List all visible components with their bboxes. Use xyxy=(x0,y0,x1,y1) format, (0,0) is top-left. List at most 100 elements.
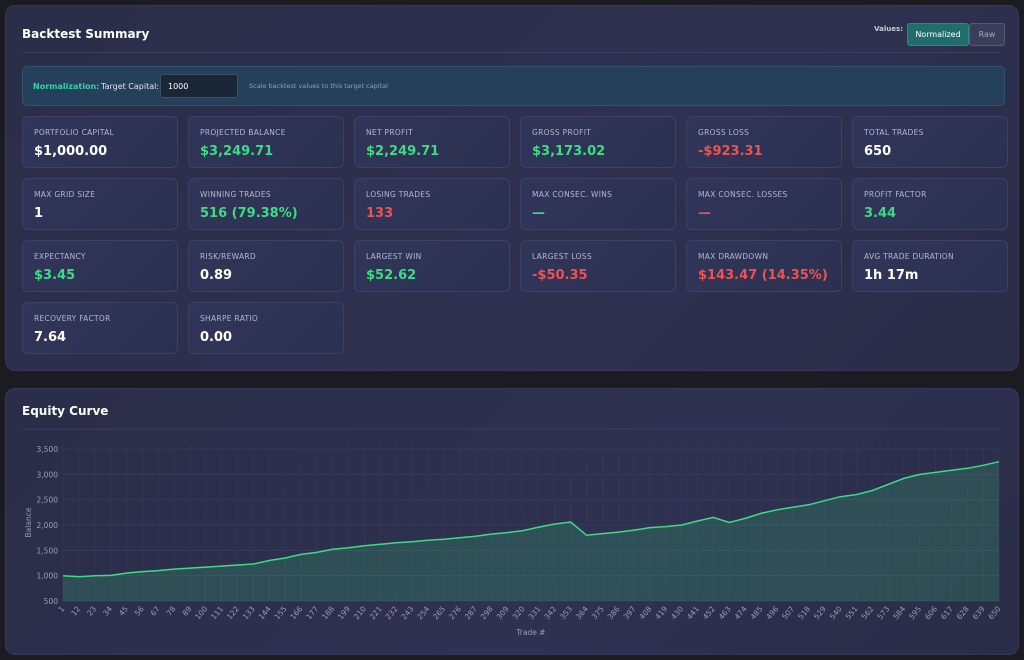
stat-label: MAX CONSEC. LOSSES xyxy=(698,190,788,199)
stat-value: 1h 17m xyxy=(864,268,919,283)
stat-value: $1,000.00 xyxy=(34,144,108,159)
x-tick-label: 573 xyxy=(875,604,891,621)
x-tick-label: 408 xyxy=(637,604,653,621)
x-tick-label: 45 xyxy=(117,604,130,617)
x-tick-label: 232 xyxy=(384,604,400,621)
x-tick-label: 529 xyxy=(812,604,828,621)
x-tick-label: 353 xyxy=(558,604,574,621)
x-tick-label: 210 xyxy=(352,604,368,621)
x-tick-label: 386 xyxy=(606,604,622,621)
stat-value: $3,173.02 xyxy=(532,144,606,159)
chart-title: Equity Curve xyxy=(22,404,108,418)
stat-card: LARGEST LOSS -$50.35 xyxy=(520,240,676,292)
values-label: Values: xyxy=(874,25,903,33)
x-tick-label: 551 xyxy=(844,604,860,621)
stat-card: NET PROFIT $2,249.71 xyxy=(354,116,510,168)
x-tick-label: 122 xyxy=(225,604,241,621)
stat-label: RISK/REWARD xyxy=(200,252,257,261)
x-tick-label: 188 xyxy=(320,604,336,621)
stat-card: TOTAL TRADES 650 xyxy=(852,116,1008,168)
stat-card: LOSING TRADES 133 xyxy=(354,178,510,230)
x-tick-label: 617 xyxy=(939,604,955,621)
chart-card: Equity Curve 500 1,000 1,500 2,000 2,500 3,00… xyxy=(5,388,1019,655)
x-tick-label: 89 xyxy=(180,604,193,617)
stat-card: RISK/REWARD 0.89 xyxy=(188,240,344,292)
x-tick-label: 595 xyxy=(907,604,923,621)
stat-label: MAX DRAWDOWN xyxy=(698,252,769,261)
stat-card: MAX CONSEC. LOSSES — xyxy=(686,178,842,230)
x-tick-label: 1 xyxy=(57,604,67,614)
stat-label: MAX CONSEC. WINS xyxy=(532,190,613,199)
stat-value: $2,249.71 xyxy=(366,144,440,159)
stat-card: RECOVERY FACTOR 7.64 xyxy=(22,302,178,354)
x-tick-label: 298 xyxy=(479,604,495,621)
stat-value: 516 (79.38%) xyxy=(200,206,298,221)
stat-value: 650 xyxy=(864,144,892,159)
x-tick-label: 287 xyxy=(463,604,479,621)
stat-label: AVG TRADE DURATION xyxy=(864,252,954,261)
y-axis-label: Balance xyxy=(24,507,33,537)
x-tick-label: 606 xyxy=(923,604,939,621)
stat-label: PROFIT FACTOR xyxy=(864,190,927,199)
x-tick-label: 496 xyxy=(764,604,780,621)
x-tick-label: 144 xyxy=(257,604,273,621)
normalization-bar: Normalization: Target Capital: 1000 Scal… xyxy=(22,66,1005,106)
x-tick-label: 155 xyxy=(273,604,289,621)
y-tick-label: 500 xyxy=(44,597,59,606)
stat-label: RECOVERY FACTOR xyxy=(34,314,111,323)
x-tick-label: 397 xyxy=(622,604,638,621)
stat-value: $143.47 (14.35%) xyxy=(698,268,828,283)
stat-card: GROSS PROFIT $3,173.02 xyxy=(520,116,676,168)
x-tick-label: 430 xyxy=(669,604,685,621)
stat-card: AVG TRADE DURATION 1h 17m xyxy=(852,240,1008,292)
x-tick-label: 243 xyxy=(399,604,415,621)
divider xyxy=(22,52,1002,53)
x-tick-label: 100 xyxy=(193,604,209,621)
stat-value: -$50.35 xyxy=(532,268,588,283)
toggle-button[interactable]: Raw xyxy=(969,23,1005,46)
stat-label: NET PROFIT xyxy=(366,128,414,137)
stat-label: SHARPE RATIO xyxy=(200,314,259,323)
stat-card: EXPECTANCY $3.45 xyxy=(22,240,178,292)
x-tick-label: 177 xyxy=(304,604,320,621)
stat-value: 133 xyxy=(366,206,394,221)
area-fill xyxy=(63,461,999,601)
toggle-button[interactable]: Normalized xyxy=(907,23,969,46)
stat-card: PROFIT FACTOR 3.44 xyxy=(852,178,1008,230)
stat-value: 3.44 xyxy=(864,206,897,221)
y-tick-label: 1,000 xyxy=(37,572,59,581)
target-input[interactable]: 1000 xyxy=(160,74,238,98)
x-tick-label: 34 xyxy=(101,604,114,617)
x-tick-label: 111 xyxy=(209,604,225,621)
x-tick-label: 265 xyxy=(431,604,447,621)
stat-value: 0.00 xyxy=(200,330,233,345)
x-tick-label: 23 xyxy=(85,604,98,617)
x-tick-label: 12 xyxy=(69,604,82,617)
y-tick-label: 1,500 xyxy=(37,546,59,555)
x-tick-label: 276 xyxy=(447,604,463,621)
x-tick-label: 309 xyxy=(495,604,511,621)
y-tick-label: 3,000 xyxy=(37,470,59,479)
stat-label: LARGEST WIN xyxy=(366,252,422,261)
x-tick-label: 628 xyxy=(955,604,971,621)
x-tick-label: 507 xyxy=(780,604,796,621)
x-tick-label: 331 xyxy=(526,604,542,621)
x-tick-label: 78 xyxy=(165,604,178,617)
x-tick-label: 199 xyxy=(336,604,352,621)
x-tick-label: 485 xyxy=(748,604,764,621)
stat-value: $52.62 xyxy=(366,268,417,283)
x-tick-label: 166 xyxy=(288,604,304,621)
stat-label: TOTAL TRADES xyxy=(864,128,924,137)
summary-title: Backtest Summary xyxy=(22,27,150,41)
stat-value: 0.89 xyxy=(200,268,233,283)
x-tick-label: 364 xyxy=(574,604,590,621)
x-tick-label: 254 xyxy=(415,604,431,621)
x-tick-label: 474 xyxy=(733,604,749,621)
normalization-label: Normalization: xyxy=(33,81,100,91)
stat-card: PROJECTED BALANCE $3,249.71 xyxy=(188,116,344,168)
x-tick-label: 650 xyxy=(986,604,1002,621)
stat-value: -$923.31 xyxy=(698,144,763,159)
y-tick-label: 2,500 xyxy=(37,496,59,505)
stat-card: SHARPE RATIO 0.00 xyxy=(188,302,344,354)
